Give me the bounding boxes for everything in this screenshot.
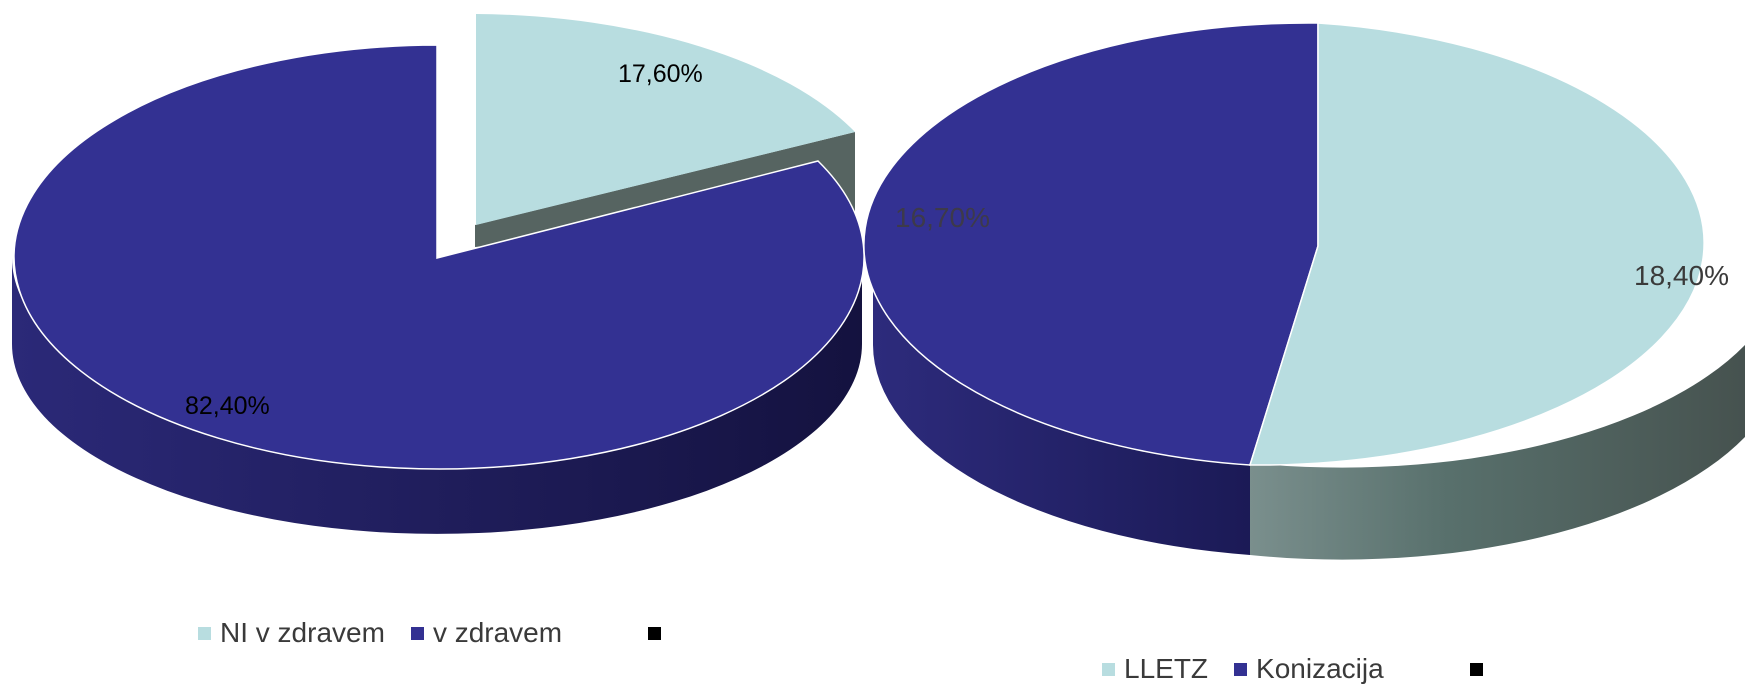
pie2-label-konizacija: 16,70% — [895, 202, 990, 233]
pie1-slice-v-zdravem — [13, 44, 865, 470]
legend-empty-swatch — [1469, 662, 1483, 676]
legend-swatch-konizacija — [1234, 662, 1248, 676]
legend-label-ni-v-zdravem: NI v zdravem — [220, 617, 385, 648]
pie2-label-lletz: 18,40% — [1634, 260, 1729, 291]
legend-item-ni-v-zdravem: NI v zdravem — [198, 617, 385, 649]
legend-label-v-zdravem: v zdravem — [432, 617, 563, 648]
legend-label-konizacija: Konizacija — [1256, 653, 1384, 684]
pie2-slice-konizacija-side — [873, 253, 1250, 555]
pie2-slice-lletz-side — [1250, 345, 1745, 560]
pie2-slice-lletz — [1248, 22, 1705, 466]
pie2-slice-konizacija — [863, 22, 1319, 466]
pie1-slice-v-zdravem-side — [12, 258, 862, 534]
legend-label-lletz: LLETZ — [1124, 653, 1209, 684]
pie1-label-ni-v-zdravem: 17,60% — [618, 60, 703, 88]
legend-swatch-lletz — [1102, 662, 1115, 676]
pie-chart-1: 17,60% 82,40% — [12, 14, 865, 534]
pie-chart-2: 16,70% 18,40% — [863, 22, 1745, 560]
legend-item-lletz: LLETZ — [1102, 653, 1208, 685]
pie1-label-v-zdravem: 82,40% — [185, 392, 270, 420]
pie1-slice-ni-v-zdravem — [476, 14, 855, 225]
legend-empty-swatch — [648, 626, 662, 640]
legend-item-konizacija: Konizacija — [1234, 653, 1384, 685]
legend-chart-1: NI v zdravem v zdravem — [198, 617, 662, 649]
legend-swatch-v-zdravem — [410, 626, 424, 640]
legend-chart-2: LLETZ Konizacija — [1102, 653, 1483, 685]
legend-item-v-zdravem: v zdravem — [410, 617, 563, 649]
legend-swatch-ni-v-zdravem — [198, 626, 211, 640]
